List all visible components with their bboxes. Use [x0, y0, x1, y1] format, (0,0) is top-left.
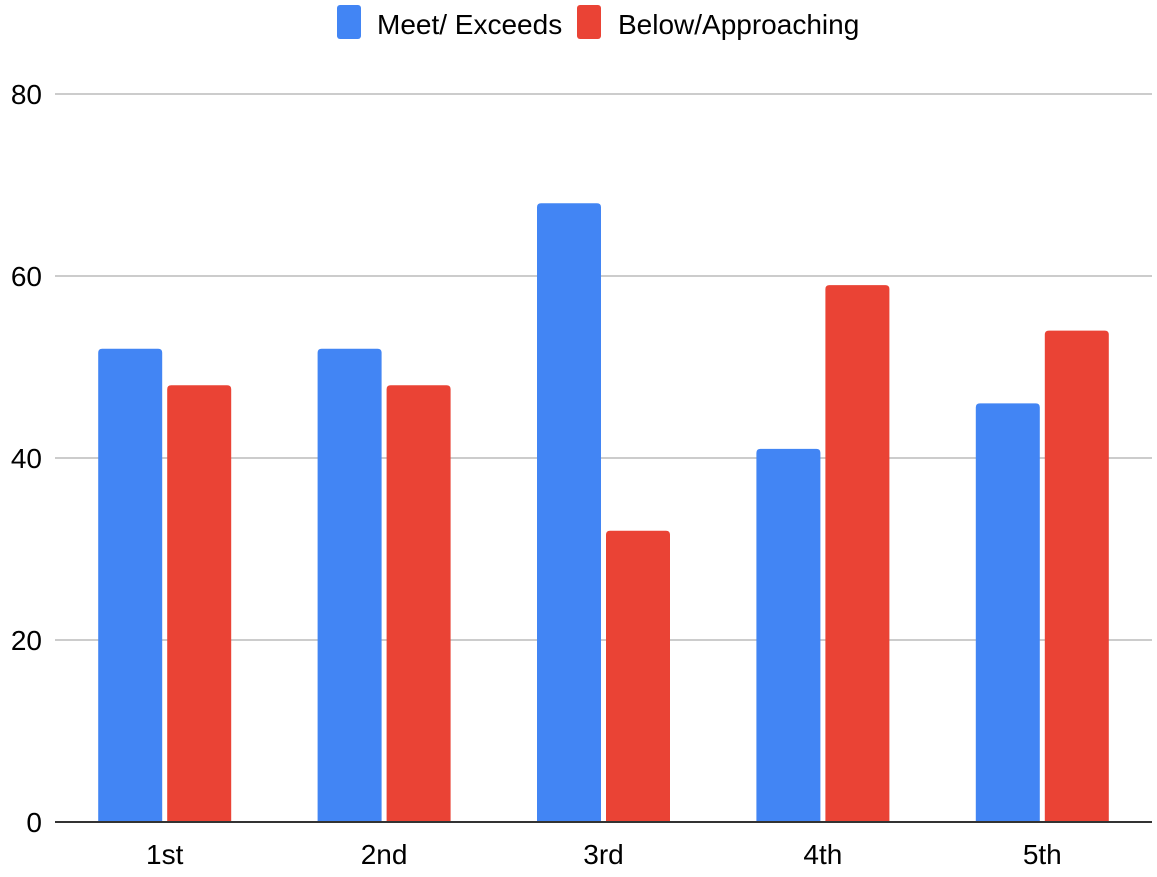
x-category-label: 1st: [146, 839, 184, 870]
x-category-label: 4th: [803, 839, 842, 870]
bar-below-approaching-4th: [825, 285, 890, 823]
y-tick-label: 20: [11, 625, 42, 656]
y-tick-label: 60: [11, 261, 42, 292]
y-tick-label: 0: [26, 807, 42, 838]
x-category-label: 5th: [1023, 839, 1062, 870]
bar-meet-exceeds-5th: [975, 403, 1040, 822]
gridlines: [55, 93, 1152, 641]
bar-meet-exceeds-2nd: [317, 348, 382, 822]
y-axis-ticks: 0 20 40 60 80: [11, 79, 42, 838]
bar-below-approaching-3rd: [606, 530, 670, 822]
bar-below-approaching-1st: [167, 385, 232, 822]
legend-label-meet-exceeds: Meet/ Exceeds: [377, 9, 562, 40]
legend-swatch-meet-exceeds: [337, 5, 361, 39]
legend-label-below-approaching: Below/Approaching: [618, 9, 859, 40]
x-axis-categories: 1st 2nd 3rd 4th 5th: [146, 839, 1062, 870]
bar-meet-exceeds-1st: [98, 348, 163, 822]
bar-below-approaching-2nd: [386, 385, 451, 822]
legend-swatch-below-approaching: [577, 5, 601, 39]
bar-below-approaching-5th: [1044, 330, 1109, 822]
y-tick-label: 80: [11, 79, 42, 110]
y-tick-label: 40: [11, 443, 42, 474]
bar-meet-exceeds-3rd: [537, 203, 601, 822]
x-category-label: 3rd: [583, 839, 623, 870]
bars: [98, 203, 1109, 823]
x-category-label: 2nd: [361, 839, 408, 870]
legend: Meet/ Exceeds Below/Approaching: [337, 5, 859, 40]
bar-meet-exceeds-4th: [756, 448, 821, 822]
